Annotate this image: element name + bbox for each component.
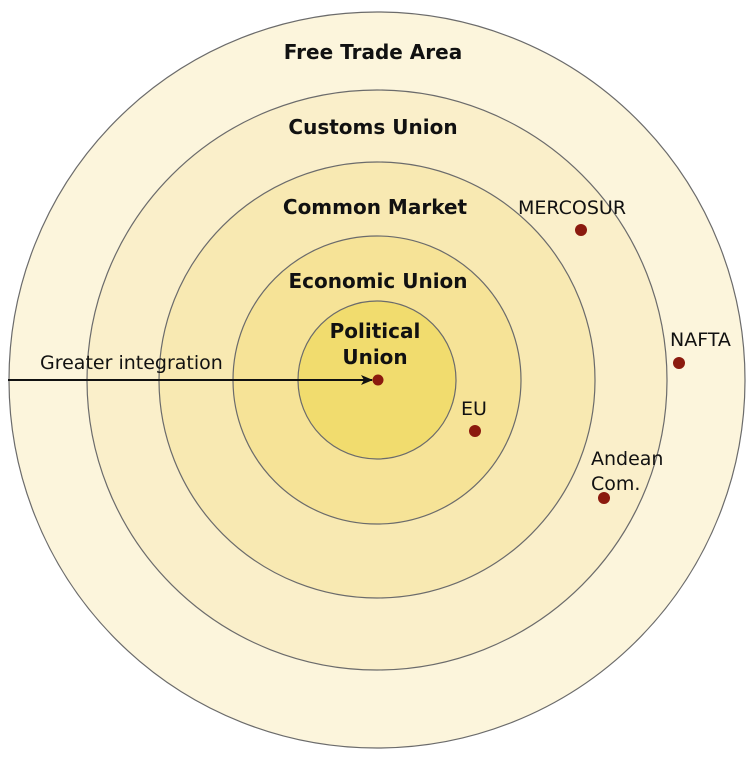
andean-label-line2: Com. — [591, 473, 640, 495]
eu-dot — [469, 425, 481, 437]
mercosur-label: MERCOSUR — [518, 197, 626, 219]
label-political-union-line1: Political — [330, 319, 421, 343]
nafta-dot — [673, 357, 685, 369]
andean-label-line1: Andean — [591, 448, 663, 470]
label-economic-union: Economic Union — [288, 269, 467, 293]
label-customs-union: Customs Union — [288, 115, 457, 139]
mercosur-dot — [575, 224, 587, 236]
label-free-trade-area: Free Trade Area — [284, 40, 462, 64]
nafta-label: NAFTA — [670, 329, 731, 351]
center-dot — [372, 374, 384, 386]
label-common-market: Common Market — [283, 195, 468, 219]
label-political-union-line2: Union — [342, 345, 407, 369]
andean-dot — [598, 492, 610, 504]
eu-label: EU — [461, 398, 487, 420]
arrow-label: Greater integration — [40, 352, 223, 374]
